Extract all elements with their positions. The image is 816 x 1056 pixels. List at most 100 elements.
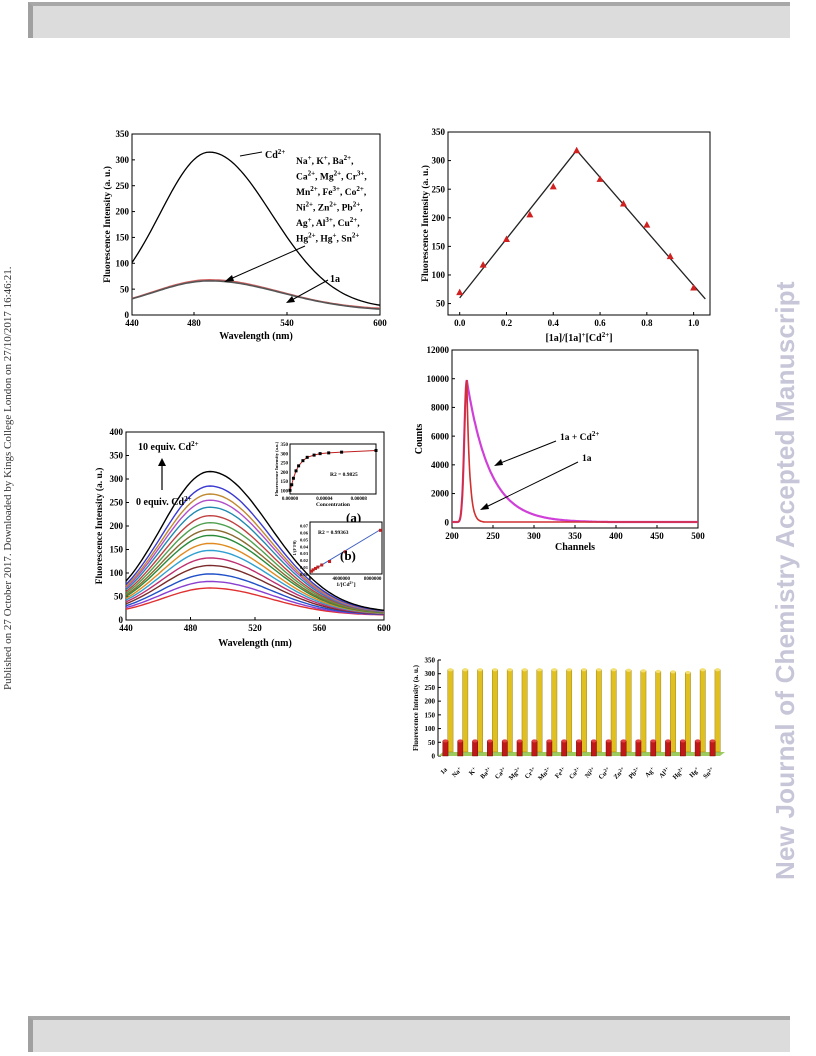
titr-spectrum-line [125,564,385,615]
bars-front-cap [442,739,449,743]
inset-a-x-tick-label: 0.00004 [316,497,333,502]
ions-plot-frame [131,133,381,316]
footer-band [28,1016,790,1052]
job-x-tick-label: 0.2 [501,318,513,328]
bars-front-bar [635,740,642,757]
bars-front-cap [576,739,582,743]
inset-a-point [340,450,344,454]
bars-back-bar [625,670,632,753]
bars-category-label: Cr3+ [523,766,538,781]
bars-back-cap [700,668,706,672]
bars-front-cap [709,739,716,743]
inset-a-y-tick-label: 200 [281,471,289,476]
titr-y-tick-label: 400 [110,427,124,437]
bars-y-tick-label: 50 [428,739,436,747]
bars-y-tick-label: 350 [425,657,436,665]
bars-front-bar [561,740,568,757]
inset-b-point [310,569,314,573]
inset-a-point [301,459,305,463]
ions-y-tick-label: 250 [116,181,130,191]
bars-front-bar [487,740,493,757]
bars-front-bar [442,740,449,757]
titr-x-tick-label: 520 [248,623,262,633]
life-ligand-pointer [483,461,579,509]
inset-a-point [318,452,322,456]
ions-legend-line: Ag+, Al3+, Cu2+, [296,216,360,229]
job-data-point [573,146,581,154]
bars-back-cap [611,668,617,672]
titr-y-tick-label: 200 [110,521,124,531]
job-x-tick-label: 1.0 [688,318,700,328]
bars-back-bar [640,670,647,753]
ions-y-tick-label: 0 [125,310,130,320]
bars-front-cap [561,739,567,743]
inset-b-point [313,566,317,570]
bars-category-label: K+ [468,766,479,777]
bars-category-label: Hg+ [688,766,701,779]
bars-back-bar [477,669,483,753]
ions-y-tick-label: 150 [116,233,130,243]
bars-category-label: Ni2+ [584,766,598,780]
job-y-tick-label: 300 [432,156,446,166]
inset-b-y-tick-label: 0.00 [300,572,309,577]
bars-back-cap [596,668,602,672]
titr-y-tick-label: 0 [119,615,124,625]
titr-spectrum-line [125,573,385,615]
bars-category-label: Pb2+ [627,766,642,781]
life-y-tick-label: 10000 [427,374,450,384]
ions-y-tick-label: 300 [116,155,130,165]
life-complex-arrowhead [494,459,503,466]
bars-back-cap [492,668,498,672]
inset-a-r2: R2 = 0.9825 [330,472,358,478]
job-fit-line [459,149,578,299]
bars-front-cap [591,739,597,743]
titr-y-tick-label: 300 [110,474,124,484]
ions-1a-label: 1a [330,274,340,285]
inset-b-x-tick-label: 4000000 [333,577,351,582]
bars-y-tick-label: 150 [425,711,436,719]
job-data-point [526,210,534,218]
ions-x-tick-label: 600 [373,318,387,328]
inset-b-y-tick-label: 0.03 [300,551,309,556]
bars-front-bar [605,740,612,757]
bars-back-bar [521,669,528,753]
inset-b-y-tick-label: 0.06 [300,530,309,535]
inset-b-y-tick-label: 0.04 [300,544,309,549]
inset-b-x-tick-label: 8000000 [364,577,382,582]
inset-a-point [297,464,301,468]
bars-back-cap [625,668,632,672]
inset-b-y-tick-label: 0.07 [300,523,309,528]
job-data-point [690,284,698,291]
bars-front-cap [516,739,523,743]
life-y-tick-label: 2000 [431,489,450,499]
bars-front-bar [694,740,701,757]
inset-b-point [343,550,347,554]
ions-y-tick-label: 100 [116,258,130,268]
life-x-tick-label: 250 [486,531,500,541]
header-band [28,2,790,38]
bars-category-label: Ca2+ [493,766,508,781]
bars-back-bar [447,669,454,753]
titr-x-axis-label: Wavelength (nm) [218,638,292,649]
lifetime-chart: 200 250 300 350 400 450 500 0 2000 4000 6000 8000 10… [414,345,705,553]
bars-category-label: Fe3+ [554,766,568,780]
bars-back-bar [581,669,587,753]
ions-cd-label: Cd2+ [265,148,285,161]
ions-others-pointer [227,245,306,281]
inset-a-y-tick-label: 350 [281,443,289,448]
life-decay-line [452,379,698,524]
bars-back-bar [462,669,469,753]
inset-a-point [305,455,309,459]
life-complex-label: 1a + Cd2+ [560,430,599,443]
job-data-point [549,182,557,190]
inset-b-point [311,568,315,572]
life-y-axis-label: Counts [414,424,425,455]
bars-y-axis-label: Fluorescence Intensity (a. u.) [412,664,420,751]
bars-front-cap [472,739,478,743]
bars-front-bar [680,740,686,757]
ions-y-tick-label: 200 [116,207,130,217]
bars-category-label: Sn2+ [702,766,716,780]
job-data-point [643,221,651,228]
inset-b-point [328,560,332,564]
life-x-tick-label: 200 [445,531,459,541]
